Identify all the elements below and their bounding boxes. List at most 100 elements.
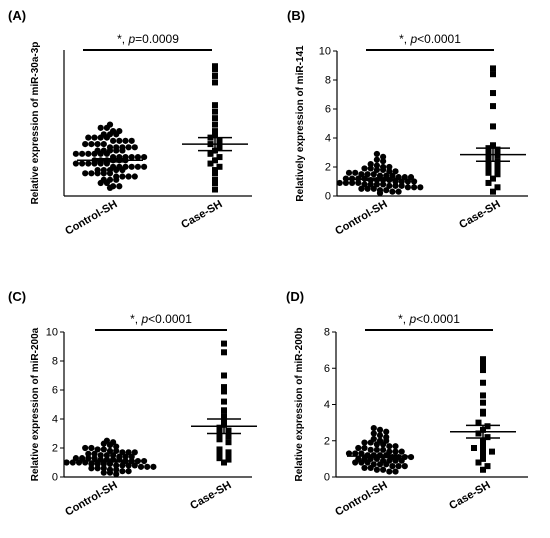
y-tick-label: 2 bbox=[324, 435, 330, 447]
data-point bbox=[91, 134, 98, 141]
data-point bbox=[125, 462, 132, 469]
data-point bbox=[122, 453, 129, 460]
x-tick-label: Case-SH bbox=[188, 479, 233, 512]
data-point bbox=[119, 468, 126, 475]
data-point bbox=[401, 463, 408, 470]
data-point bbox=[141, 457, 148, 465]
data-point bbox=[100, 440, 107, 447]
data-point bbox=[221, 459, 227, 466]
data-point bbox=[125, 173, 132, 180]
data-point bbox=[490, 123, 496, 130]
y-tick-label: 4 bbox=[325, 133, 331, 145]
data-point bbox=[106, 184, 114, 191]
data-point bbox=[389, 172, 396, 179]
data-point bbox=[489, 448, 495, 455]
data-point bbox=[373, 181, 380, 188]
data-point bbox=[216, 446, 223, 453]
data-point bbox=[225, 439, 232, 446]
data-point bbox=[373, 166, 380, 173]
y-tick-label: 0 bbox=[324, 472, 330, 484]
data-point bbox=[380, 441, 387, 448]
data-point bbox=[216, 450, 223, 457]
data-point bbox=[221, 413, 227, 420]
p-value-annotation: *, p=0.0009 bbox=[117, 32, 179, 46]
data-point bbox=[376, 172, 384, 179]
data-point bbox=[361, 464, 368, 472]
data-point bbox=[131, 144, 138, 151]
data-point bbox=[380, 158, 387, 165]
data-point bbox=[212, 167, 218, 174]
data-point bbox=[373, 441, 380, 448]
data-point bbox=[386, 163, 393, 171]
data-point bbox=[225, 456, 232, 463]
data-point bbox=[88, 140, 95, 148]
data-point bbox=[119, 166, 126, 174]
data-point bbox=[131, 449, 138, 456]
data-point bbox=[364, 459, 371, 466]
data-point bbox=[411, 184, 418, 191]
data-point bbox=[407, 453, 415, 461]
data-point bbox=[137, 463, 145, 470]
y-tick-label: 4 bbox=[324, 399, 330, 411]
y-tick-label: 6 bbox=[325, 104, 331, 116]
data-point bbox=[376, 461, 384, 468]
data-point bbox=[113, 466, 120, 473]
data-point bbox=[490, 175, 496, 182]
data-point bbox=[358, 459, 365, 466]
data-point bbox=[373, 446, 380, 453]
data-point bbox=[404, 184, 411, 191]
data-point bbox=[373, 150, 380, 158]
data-point bbox=[207, 160, 214, 167]
data-point bbox=[367, 446, 374, 453]
data-point bbox=[103, 124, 110, 131]
data-point bbox=[225, 427, 232, 434]
data-point bbox=[373, 162, 380, 169]
data-point bbox=[216, 163, 223, 170]
data-point bbox=[128, 153, 135, 161]
data-point bbox=[485, 161, 492, 168]
y-tick-label: 0 bbox=[52, 472, 58, 484]
y-tick-label: 8 bbox=[52, 356, 58, 368]
data-point bbox=[336, 179, 343, 187]
data-point bbox=[125, 144, 132, 151]
data-point bbox=[364, 185, 371, 192]
data-point bbox=[475, 459, 482, 466]
data-point bbox=[216, 154, 223, 161]
data-point bbox=[216, 455, 223, 462]
data-point bbox=[94, 446, 101, 453]
data-point bbox=[69, 459, 76, 466]
data-point bbox=[475, 419, 482, 426]
p-value-annotation: *, p<0.0001 bbox=[399, 32, 461, 46]
data-point bbox=[128, 453, 135, 460]
data-point bbox=[361, 165, 368, 172]
data-point bbox=[150, 463, 157, 470]
data-point bbox=[484, 434, 491, 441]
data-point bbox=[103, 150, 110, 157]
data-point bbox=[131, 462, 138, 469]
data-point bbox=[106, 442, 114, 449]
y-tick-label: 0 bbox=[325, 191, 331, 203]
data-point bbox=[212, 157, 218, 164]
data-point bbox=[389, 463, 396, 470]
data-point bbox=[141, 163, 148, 170]
series-case-sh bbox=[182, 63, 248, 193]
data-point bbox=[221, 398, 227, 405]
data-point bbox=[480, 379, 486, 386]
data-point bbox=[113, 471, 120, 478]
data-point bbox=[88, 465, 95, 472]
data-point bbox=[128, 137, 135, 144]
y-axis-label: Relative expression of miR-30a-3p bbox=[30, 42, 41, 205]
data-point bbox=[106, 447, 114, 454]
data-point bbox=[212, 131, 218, 138]
data-point bbox=[380, 166, 387, 173]
data-point bbox=[141, 153, 148, 161]
data-point bbox=[490, 90, 496, 97]
data-point bbox=[345, 169, 353, 176]
data-point bbox=[225, 433, 232, 440]
data-point bbox=[91, 150, 98, 157]
data-point bbox=[395, 463, 402, 470]
data-point bbox=[94, 170, 101, 177]
x-tick-label: Control-SH bbox=[333, 479, 389, 518]
data-point bbox=[485, 169, 492, 176]
